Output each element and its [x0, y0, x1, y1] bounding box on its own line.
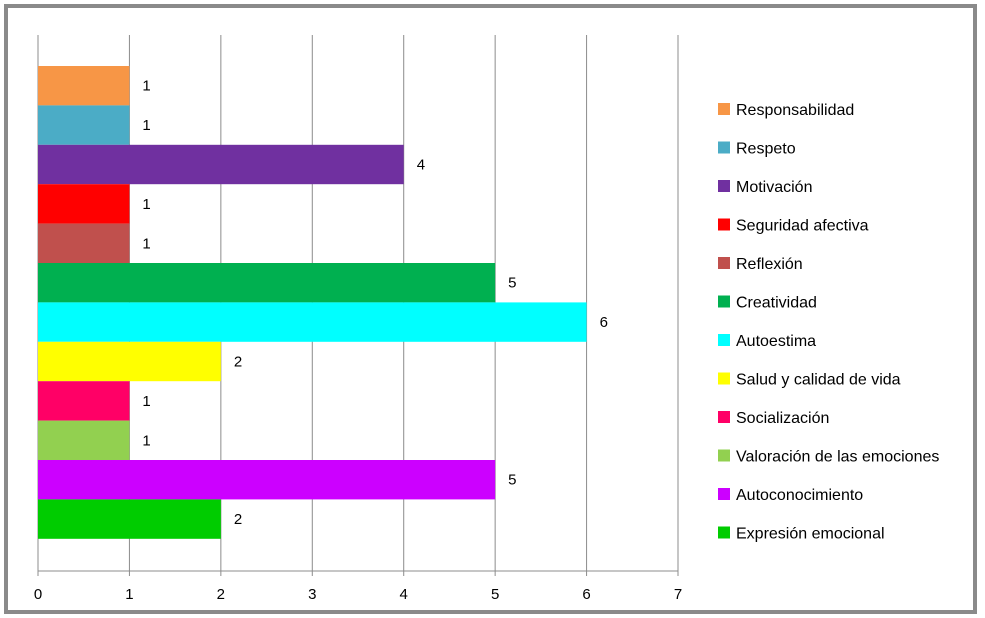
bar-creatividad: [38, 263, 496, 303]
legend-label-socializacion: Socialización: [736, 410, 829, 427]
bar-salud-y-calidad-de-vida: [38, 341, 221, 382]
bar-motivacion: [38, 144, 404, 185]
legend-label-autoestima: Autoestima: [736, 333, 816, 350]
data-label-salud-y-calidad-de-vida: 2: [234, 354, 242, 371]
data-label-creatividad: 5: [508, 275, 516, 292]
data-label-expresion-emocional: 2: [234, 511, 242, 528]
bar-valoracion-de-las-emociones: [38, 420, 130, 460]
legend-label-responsabilidad: Responsabilidad: [736, 102, 854, 119]
bar-responsabilidad: [38, 66, 130, 106]
data-label-autoestima: 6: [600, 314, 608, 331]
bar-expresion-emocional: [38, 499, 221, 539]
legend-swatch-motivacion: [718, 180, 730, 192]
legend-label-seguridad-afectiva: Seguridad afectiva: [736, 218, 869, 235]
data-label-motivacion: 4: [417, 157, 425, 174]
data-label-valoracion-de-las-emociones: 1: [142, 432, 150, 449]
data-label-socializacion: 1: [142, 393, 150, 410]
legend: Responsabilidad Respeto Motivación Segurida…: [718, 102, 939, 543]
legend-swatch-socializacion: [718, 411, 730, 423]
bar-autoestima: [38, 302, 587, 342]
legend-label-expresion-emocional: Expresión emocional: [736, 526, 885, 543]
data-label-seguridad-afectiva: 1: [142, 196, 150, 213]
legend-label-valoracion-de-las-emociones: Valoración de las emociones: [736, 449, 939, 466]
x-tick-label: 1: [125, 586, 133, 603]
legend-label-motivacion: Motivación: [736, 179, 812, 196]
x-tick-label: 3: [308, 586, 316, 603]
legend-swatch-responsabilidad: [718, 103, 730, 115]
legend-swatch-expresion-emocional: [718, 526, 730, 539]
bar-seguridad-afectiva: [38, 184, 130, 224]
bar-reflexion: [38, 223, 130, 263]
legend-swatch-reflexion: [718, 257, 730, 269]
x-tick-label: 4: [400, 586, 408, 603]
data-label-respeto: 1: [142, 117, 150, 134]
bar-socializacion: [38, 381, 130, 421]
legend-label-reflexion: Reflexión: [736, 256, 803, 273]
legend-label-respeto: Respeto: [736, 141, 796, 158]
legend-swatch-seguridad-afectiva: [718, 218, 730, 231]
legend-swatch-salud-y-calidad-de-vida: [718, 372, 730, 385]
legend-swatch-autoconocimiento: [718, 488, 730, 500]
x-tick-label: 7: [674, 586, 682, 603]
legend-swatch-creatividad: [718, 295, 730, 308]
legend-swatch-valoracion-de-las-emociones: [718, 449, 730, 462]
data-label-responsabilidad: 1: [142, 78, 150, 95]
legend-label-creatividad: Creatividad: [736, 295, 817, 312]
x-tick-label: 5: [491, 586, 499, 603]
x-tick-label: 0: [34, 586, 42, 603]
bar-respeto: [38, 105, 130, 145]
x-tick-label: 2: [217, 586, 225, 603]
data-label-autoconocimiento: 5: [508, 472, 516, 489]
legend-label-salud-y-calidad-de-vida: Salud y calidad de vida: [736, 372, 901, 389]
x-tick-label: 6: [582, 586, 590, 603]
legend-swatch-autoestima: [718, 334, 730, 346]
legend-swatch-respeto: [718, 141, 730, 154]
legend-label-autoconocimiento: Autoconocimiento: [736, 487, 863, 504]
x-axis: 0 1 2 3 4 5 6 7: [34, 570, 682, 603]
bars: [38, 66, 587, 539]
bar-autoconocimiento: [38, 460, 496, 500]
data-label-reflexion: 1: [142, 235, 150, 252]
data-labels: 1 1 4 1 1 5 6 2 1 1 5 2: [142, 78, 607, 528]
